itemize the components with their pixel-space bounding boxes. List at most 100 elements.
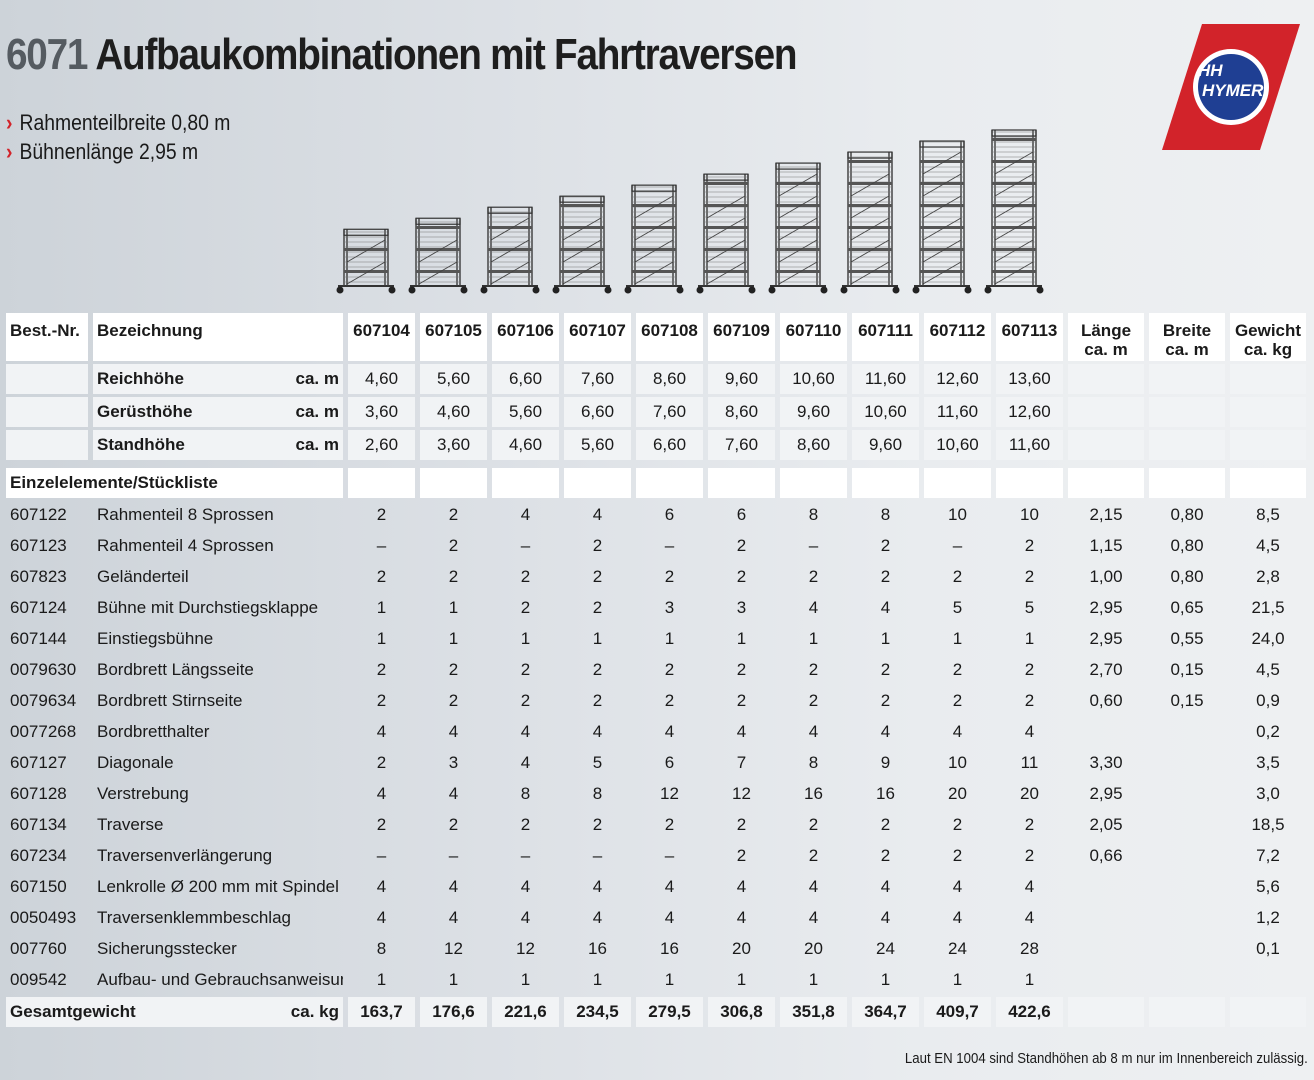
- height-value: 9,60: [852, 430, 919, 460]
- item-qty: 1: [1024, 970, 1035, 989]
- item-name: Geländerteil: [97, 567, 189, 586]
- item-gewicht: 0,2: [1256, 722, 1280, 741]
- item-qty: 2: [448, 505, 459, 524]
- scaffold-drawing: [840, 151, 900, 294]
- item-qty: 9: [880, 753, 891, 772]
- total-value: 422,6: [996, 997, 1063, 1027]
- item-laenge: [1068, 718, 1144, 746]
- item-number: 607144: [10, 629, 67, 648]
- item-qty: 4: [808, 598, 819, 617]
- chevron-right-icon: ›: [6, 110, 13, 135]
- item-qty: 2: [736, 691, 747, 710]
- item-qty: 3: [448, 753, 459, 772]
- item-qty: 7: [736, 753, 747, 772]
- scaffold-drawing: [336, 228, 396, 294]
- item-name: Sicherungsstecker: [97, 939, 237, 958]
- table-row: 607123 Rahmenteil 4 Sprossen – 2 – 2 – 2 – 2 – 2 1,1…: [6, 532, 1306, 560]
- height-value: 13,60: [996, 364, 1063, 394]
- item-qty: 2: [520, 815, 531, 834]
- section-header-row: Einzelelemente/Stückliste: [6, 468, 1306, 498]
- logo-text: HYMER: [1202, 81, 1264, 100]
- header-bezeichnung: Bezeichnung: [93, 313, 343, 361]
- table-row: 607150 Lenkrolle Ø 200 mm mit Spindel 4 4 4 4…: [6, 873, 1306, 901]
- item-gewicht: 18,5: [1251, 815, 1285, 834]
- item-qty: 4: [880, 722, 891, 741]
- height-value: 4,60: [492, 430, 559, 460]
- item-qty: –: [808, 536, 819, 555]
- total-value: 351,8: [780, 997, 847, 1027]
- item-qty: 2: [880, 660, 891, 679]
- item-qty: 6: [736, 505, 747, 524]
- item-qty: 1: [592, 629, 603, 648]
- item-name: Traverse: [97, 815, 164, 834]
- total-value: 364,7: [852, 997, 919, 1027]
- item-qty: 8: [880, 505, 891, 524]
- logo-initials: HH: [1198, 61, 1223, 80]
- item-qty: 2: [376, 660, 387, 679]
- item-qty: 4: [1024, 722, 1035, 741]
- item-number: 607128: [10, 784, 67, 803]
- section-empty: [924, 468, 991, 498]
- item-qty: 2: [376, 505, 387, 524]
- item-qty: 2: [664, 815, 675, 834]
- item-gewicht: 3,5: [1256, 753, 1280, 772]
- height-empty: [1149, 364, 1225, 394]
- section-title: Einzelelemente/Stückliste: [6, 468, 343, 498]
- item-qty: 4: [880, 877, 891, 896]
- item-qty: 12: [516, 939, 535, 958]
- item-breite: 0,80: [1170, 505, 1204, 524]
- feature-item: › Bühnenlänge 2,95 m: [6, 137, 230, 166]
- item-qty: 4: [520, 877, 531, 896]
- item-qty: 8: [592, 784, 603, 803]
- height-empty: [1230, 430, 1306, 460]
- height-label: Gerüsthöhe ca. m: [93, 397, 343, 427]
- item-gewicht: 4,5: [1256, 536, 1280, 555]
- total-value: 221,6: [492, 997, 559, 1027]
- item-qty: 2: [520, 567, 531, 586]
- item-qty: 1: [808, 629, 819, 648]
- total-empty: [1068, 997, 1144, 1027]
- section-empty: [420, 468, 487, 498]
- item-laenge: 0,60: [1089, 691, 1123, 710]
- item-qty: 2: [376, 815, 387, 834]
- header-model: 607110: [780, 313, 847, 361]
- item-laenge: [1068, 873, 1144, 901]
- header-laenge: Länge ca. m: [1068, 313, 1144, 361]
- item-name: Traversenklemmbeschlag: [97, 908, 291, 927]
- height-value: 7,60: [564, 364, 631, 394]
- item-qty: 4: [592, 877, 603, 896]
- header-model: 607106: [492, 313, 559, 361]
- item-qty: 4: [736, 908, 747, 927]
- item-qty: 28: [1020, 939, 1039, 958]
- item-qty: 2: [808, 691, 819, 710]
- footnote: Laut EN 1004 sind Standhöhen ab 8 m nur …: [905, 1050, 1308, 1067]
- height-value: 3,60: [420, 430, 487, 460]
- item-qty: 6: [664, 505, 675, 524]
- item-qty: 10: [948, 505, 967, 524]
- height-value: 5,60: [420, 364, 487, 394]
- item-number: 607123: [10, 536, 67, 555]
- item-qty: 2: [448, 691, 459, 710]
- item-qty: –: [448, 846, 459, 865]
- total-unit: ca. kg: [290, 1002, 339, 1021]
- item-qty: 1: [664, 970, 675, 989]
- item-qty: 2: [1024, 660, 1035, 679]
- chevron-right-icon: ›: [6, 139, 13, 164]
- item-qty: 4: [808, 908, 819, 927]
- item-qty: 2: [520, 598, 531, 617]
- table-row: 607823 Geländerteil 2 2 2 2 2 2 2 2 2 2 1,00 0,80 2,8: [6, 563, 1306, 591]
- height-empty: [6, 364, 88, 394]
- height-value: 9,60: [780, 397, 847, 427]
- header-model: 607109: [708, 313, 775, 361]
- scaffold-illustrations: [336, 129, 1044, 294]
- item-breite: 0,15: [1170, 660, 1204, 679]
- item-breite: [1149, 873, 1225, 901]
- scaffold-drawing: [696, 173, 756, 294]
- model-number: 6071: [6, 30, 88, 79]
- item-laenge: 2,70: [1089, 660, 1123, 679]
- item-qty: 2: [952, 660, 963, 679]
- table-row: 607128 Verstrebung 4 4 8 8 12 12 16 16 20 20 2,95 3,0: [6, 780, 1306, 808]
- item-name: Rahmenteil 4 Sprossen: [97, 536, 274, 555]
- height-empty: [1068, 430, 1144, 460]
- height-value: 12,60: [996, 397, 1063, 427]
